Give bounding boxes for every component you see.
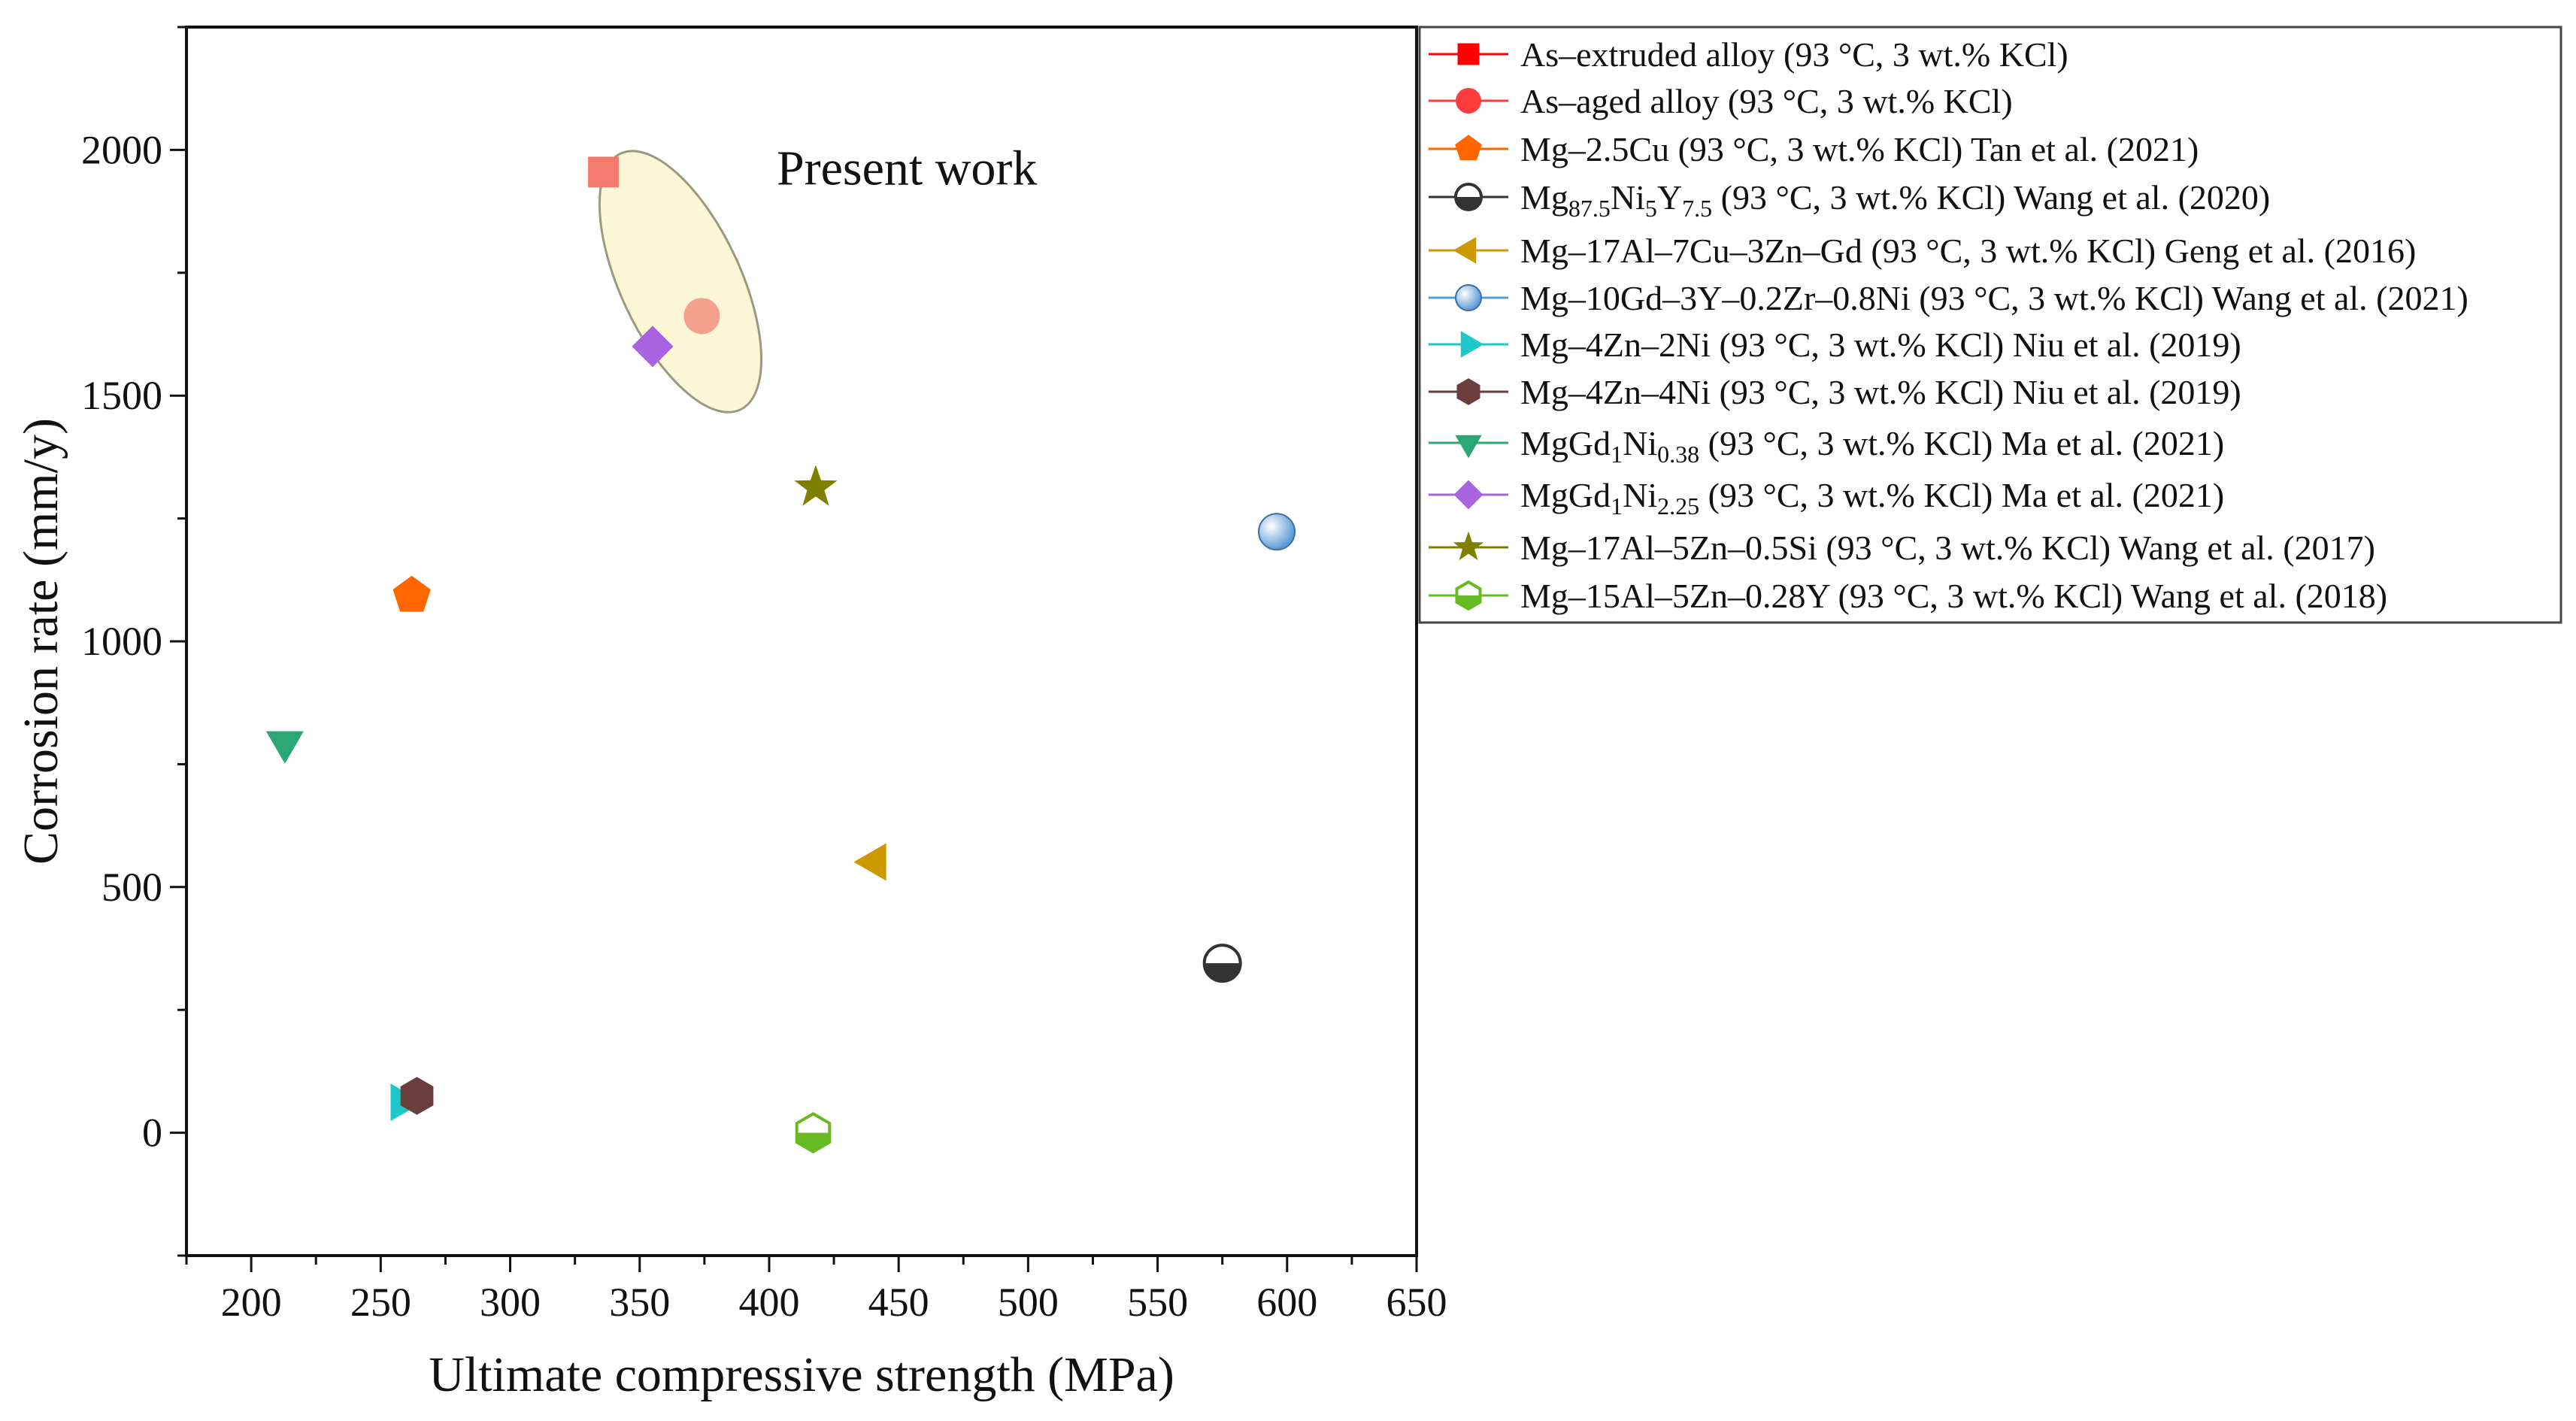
legend-entry-s3: Mg–2.5Cu (93 °C, 3 wt.% KCl) Tan et al. … bbox=[1429, 130, 2199, 168]
legend-label-part: (93 °C, 3 wt.% KCl) Wang et al. (2020) bbox=[1712, 178, 2270, 217]
point-s9 bbox=[265, 731, 304, 764]
point-s8 bbox=[400, 1077, 434, 1115]
y-tick-label: 500 bbox=[102, 865, 162, 910]
x-tick-label: 500 bbox=[998, 1280, 1059, 1325]
legend-marker bbox=[1455, 580, 1482, 611]
legend-entry-s5: Mg–17Al–7Cu–3Zn–Gd (93 °C, 3 wt.% KCl) G… bbox=[1429, 232, 2416, 270]
data-points bbox=[265, 156, 1296, 1154]
legend: As–extruded alloy (93 °C, 3 wt.% KCl) As–… bbox=[1418, 26, 2562, 624]
present-work-highlight bbox=[598, 150, 763, 414]
x-tick-label: 350 bbox=[609, 1280, 670, 1325]
legend-entry-s4: Mg87.5Ni5Y7.5 (93 °C, 3 wt.% KCl) Wang e… bbox=[1429, 178, 2270, 222]
y-tick-label: 0 bbox=[142, 1110, 162, 1156]
legend-label: MgGd1Ni0.38 (93 °C, 3 wt.% KCl) Ma et al… bbox=[1520, 424, 2224, 468]
legend-box bbox=[1418, 26, 2562, 624]
legend-entry-s7: Mg–4Zn–2Ni (93 °C, 3 wt.% KCl) Niu et al… bbox=[1429, 326, 2241, 364]
legend-marker bbox=[1457, 43, 1480, 65]
legend-label-part: Ni bbox=[1623, 476, 1657, 514]
legend-marker bbox=[1453, 237, 1477, 264]
legend-label-subscript: 87.5 bbox=[1568, 195, 1611, 222]
y-axis-ticks: 0 500 1000 1500 2000 bbox=[81, 26, 186, 1257]
legend-entry-s9: MgGd1Ni0.38 (93 °C, 3 wt.% KCl) Ma et al… bbox=[1429, 424, 2224, 468]
x-axis-ticks: 200 250 300 350 400 450 500 550 600 650 bbox=[185, 1256, 1447, 1325]
legend-entry-s6: Mg–10Gd–3Y–0.2Zr–0.8Ni (93 °C, 3 wt.% KC… bbox=[1429, 279, 2468, 317]
legend-marker bbox=[1454, 183, 1483, 211]
legend-label-part: Ni bbox=[1623, 424, 1657, 462]
legend-label-subscript: 7.5 bbox=[1682, 195, 1712, 222]
legend-label: Mg–15Al–5Zn–0.28Y (93 °C, 3 wt.% KCl) Wa… bbox=[1520, 577, 2387, 615]
legend-label: As–extruded alloy (93 °C, 3 wt.% KCl) bbox=[1520, 35, 2068, 74]
legend-label: Mg–2.5Cu (93 °C, 3 wt.% KCl) Tan et al. … bbox=[1520, 130, 2199, 168]
legend-label-subscript: 1 bbox=[1611, 492, 1623, 520]
point-s11 bbox=[794, 465, 838, 506]
legend-label: Mg87.5Ni5Y7.5 (93 °C, 3 wt.% KCl) Wang e… bbox=[1520, 178, 2270, 222]
legend-label-part: MgGd bbox=[1520, 424, 1611, 462]
legend-label-part: Ni bbox=[1611, 178, 1645, 217]
legend-label-subscript: 5 bbox=[1645, 195, 1657, 222]
legend-entry-s8: Mg–4Zn–4Ni (93 °C, 3 wt.% KCl) Niu et al… bbox=[1429, 373, 2241, 411]
x-tick-label: 200 bbox=[221, 1280, 282, 1325]
legend-label: Mg–10Gd–3Y–0.2Zr–0.8Ni (93 °C, 3 wt.% KC… bbox=[1520, 279, 2468, 317]
legend-entry-s12: Mg–15Al–5Zn–0.28Y (93 °C, 3 wt.% KCl) Wa… bbox=[1429, 577, 2387, 615]
legend-label-part: (93 °C, 3 wt.% KCl) Ma et al. (2021) bbox=[1699, 476, 2224, 514]
legend-entry-s11: Mg–17Al–5Zn–0.5Si (93 °C, 3 wt.% KCl) Wa… bbox=[1429, 529, 2375, 567]
plot-frame bbox=[185, 26, 1418, 1257]
legend-marker bbox=[1456, 88, 1481, 114]
legend-label-part: Mg bbox=[1520, 178, 1568, 217]
y-tick-label: 1500 bbox=[81, 373, 162, 418]
point-s4 bbox=[1202, 944, 1242, 983]
present-work-annotation: Present work bbox=[777, 141, 1037, 196]
x-tick-label: 450 bbox=[868, 1280, 929, 1325]
x-tick-label: 650 bbox=[1386, 1280, 1447, 1325]
legend-label-subscript: 1 bbox=[1611, 441, 1623, 468]
legend-label-part: (93 °C, 3 wt.% KCl) Ma et al. (2021) bbox=[1699, 424, 2224, 462]
legend-label: As–aged alloy (93 °C, 3 wt.% KCl) bbox=[1520, 82, 2013, 120]
legend-marker bbox=[1455, 135, 1482, 161]
legend-entry-s2: As–aged alloy (93 °C, 3 wt.% KCl) bbox=[1429, 82, 2013, 120]
legend-marker bbox=[1460, 331, 1484, 358]
legend-label: Mg–17Al–7Cu–3Zn–Gd (93 °C, 3 wt.% KCl) G… bbox=[1520, 232, 2416, 270]
point-s10 bbox=[632, 326, 674, 368]
legend-marker bbox=[1453, 531, 1484, 561]
legend-label-part: Y bbox=[1657, 178, 1682, 217]
legend-label: MgGd1Ni2.25 (93 °C, 3 wt.% KCl) Ma et al… bbox=[1520, 476, 2224, 520]
point-s2 bbox=[683, 298, 720, 335]
y-axis-title: Corrosion rate (mm/y) bbox=[14, 418, 68, 865]
legend-label: Mg–17Al–5Zn–0.5Si (93 °C, 3 wt.% KCl) Wa… bbox=[1520, 529, 2375, 567]
point-s6 bbox=[1258, 513, 1296, 551]
legend-marker bbox=[1456, 378, 1480, 405]
x-tick-label: 400 bbox=[738, 1280, 799, 1325]
x-tick-label: 600 bbox=[1256, 1280, 1317, 1325]
legend-marker bbox=[1453, 480, 1483, 510]
legend-marker bbox=[1455, 435, 1482, 459]
x-axis-title: Ultimate compressive strength (MPa) bbox=[429, 1347, 1174, 1402]
x-tick-label: 250 bbox=[350, 1280, 411, 1325]
legend-entry-s10: MgGd1Ni2.25 (93 °C, 3 wt.% KCl) Ma et al… bbox=[1429, 476, 2224, 520]
legend-label-subscript: 2.25 bbox=[1657, 492, 1699, 520]
legend-label-part: MgGd bbox=[1520, 476, 1611, 514]
point-s3 bbox=[392, 575, 431, 612]
legend-marker bbox=[1455, 284, 1482, 311]
y-tick-label: 1000 bbox=[81, 619, 162, 664]
legend-label: Mg–4Zn–2Ni (93 °C, 3 wt.% KCl) Niu et al… bbox=[1520, 326, 2241, 364]
point-s5 bbox=[853, 843, 886, 881]
legend-label: Mg–4Zn–4Ni (93 °C, 3 wt.% KCl) Niu et al… bbox=[1520, 373, 2241, 411]
y-tick-label: 2000 bbox=[81, 127, 162, 172]
x-tick-label: 300 bbox=[480, 1280, 541, 1325]
point-s12 bbox=[795, 1112, 832, 1154]
x-tick-label: 550 bbox=[1127, 1280, 1188, 1325]
legend-label-subscript: 0.38 bbox=[1657, 441, 1699, 468]
legend-entry-s1: As–extruded alloy (93 °C, 3 wt.% KCl) bbox=[1429, 35, 2068, 74]
point-s1 bbox=[588, 156, 619, 188]
